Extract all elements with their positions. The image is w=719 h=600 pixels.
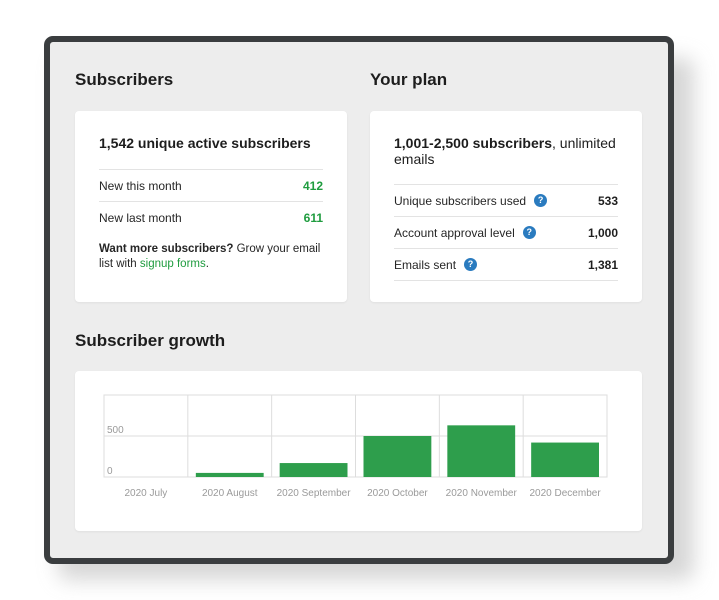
x-tick-label: 2020 November: [446, 488, 518, 499]
subscriber-growth-title: Subscriber growth: [75, 331, 226, 350]
x-tick-label: 2020 December: [530, 488, 602, 499]
chart-bar: [363, 436, 432, 477]
account-approval-level-row: Account approval level? 1,000: [394, 216, 618, 248]
subscriber-growth-chart: 0 500 2020 July 2020 August 2020 September 20…: [103, 394, 608, 499]
new-last-month-label: New last month: [99, 210, 182, 225]
account-approval-level-value: 1,000: [587, 225, 618, 240]
emails-sent-row: Emails sent? 1,381: [394, 248, 618, 281]
plan-tier: 1,001-2,500 subscribers: [394, 135, 552, 151]
x-tick-label: 2020 August: [202, 488, 258, 499]
chart-bar: [447, 425, 516, 477]
signup-promo: Want more subscribers? Grow your email l…: [99, 242, 323, 272]
plan-card: 1,001-2,500 subscribers, unlimited email…: [370, 111, 642, 302]
help-icon[interactable]: ?: [522, 226, 536, 239]
dashboard-window: Subscribers 1,542 unique active subscrib…: [44, 36, 674, 564]
signup-forms-link[interactable]: signup forms: [139, 258, 206, 270]
x-tick-label: 2020 September: [277, 488, 352, 499]
account-approval-level-label: Account approval level: [394, 225, 515, 240]
x-tick-label: 2020 July: [125, 488, 168, 499]
emails-sent-value: 1,381: [587, 257, 618, 272]
promo-text: Grow your email list with: [99, 243, 321, 270]
new-this-month-value: 412: [302, 178, 323, 193]
subscribers-title: Subscribers: [75, 70, 174, 89]
y-tick-label: 0: [107, 466, 113, 477]
unique-subscribers-used-row: Unique subscribers used? 533: [394, 184, 618, 216]
promo-bold: Want more subscribers?: [99, 243, 234, 255]
chart-bar: [195, 472, 264, 477]
new-this-month-row: New this month 412: [99, 169, 323, 201]
plan-headline: 1,001-2,500 subscribers, unlimited email…: [394, 135, 618, 167]
y-tick-label: 500: [107, 425, 124, 436]
emails-sent-label: Emails sent: [394, 257, 457, 272]
promo-end: .: [205, 258, 209, 270]
new-last-month-value: 611: [303, 210, 323, 225]
new-last-month-row: New last month 611: [99, 201, 323, 233]
growth-chart-card: 0 500 2020 July 2020 August 2020 September 20…: [75, 371, 642, 531]
unique-subscribers-used-value: 533: [597, 193, 618, 208]
chart-bar: [531, 442, 599, 477]
chart-bar: [279, 463, 348, 477]
help-icon[interactable]: ?: [464, 258, 478, 271]
new-this-month-label: New this month: [99, 178, 182, 193]
plan-tier-detail: , unlimited emails: [394, 135, 616, 167]
subscribers-card: 1,542 unique active subscribers New this…: [75, 111, 347, 302]
plan-title: Your plan: [370, 70, 448, 89]
subscribers-headline: 1,542 unique active subscribers: [99, 135, 311, 151]
x-tick-label: 2020 October: [367, 488, 428, 499]
unique-subscribers-used-label: Unique subscribers used: [394, 193, 527, 208]
help-icon[interactable]: ?: [534, 194, 548, 207]
